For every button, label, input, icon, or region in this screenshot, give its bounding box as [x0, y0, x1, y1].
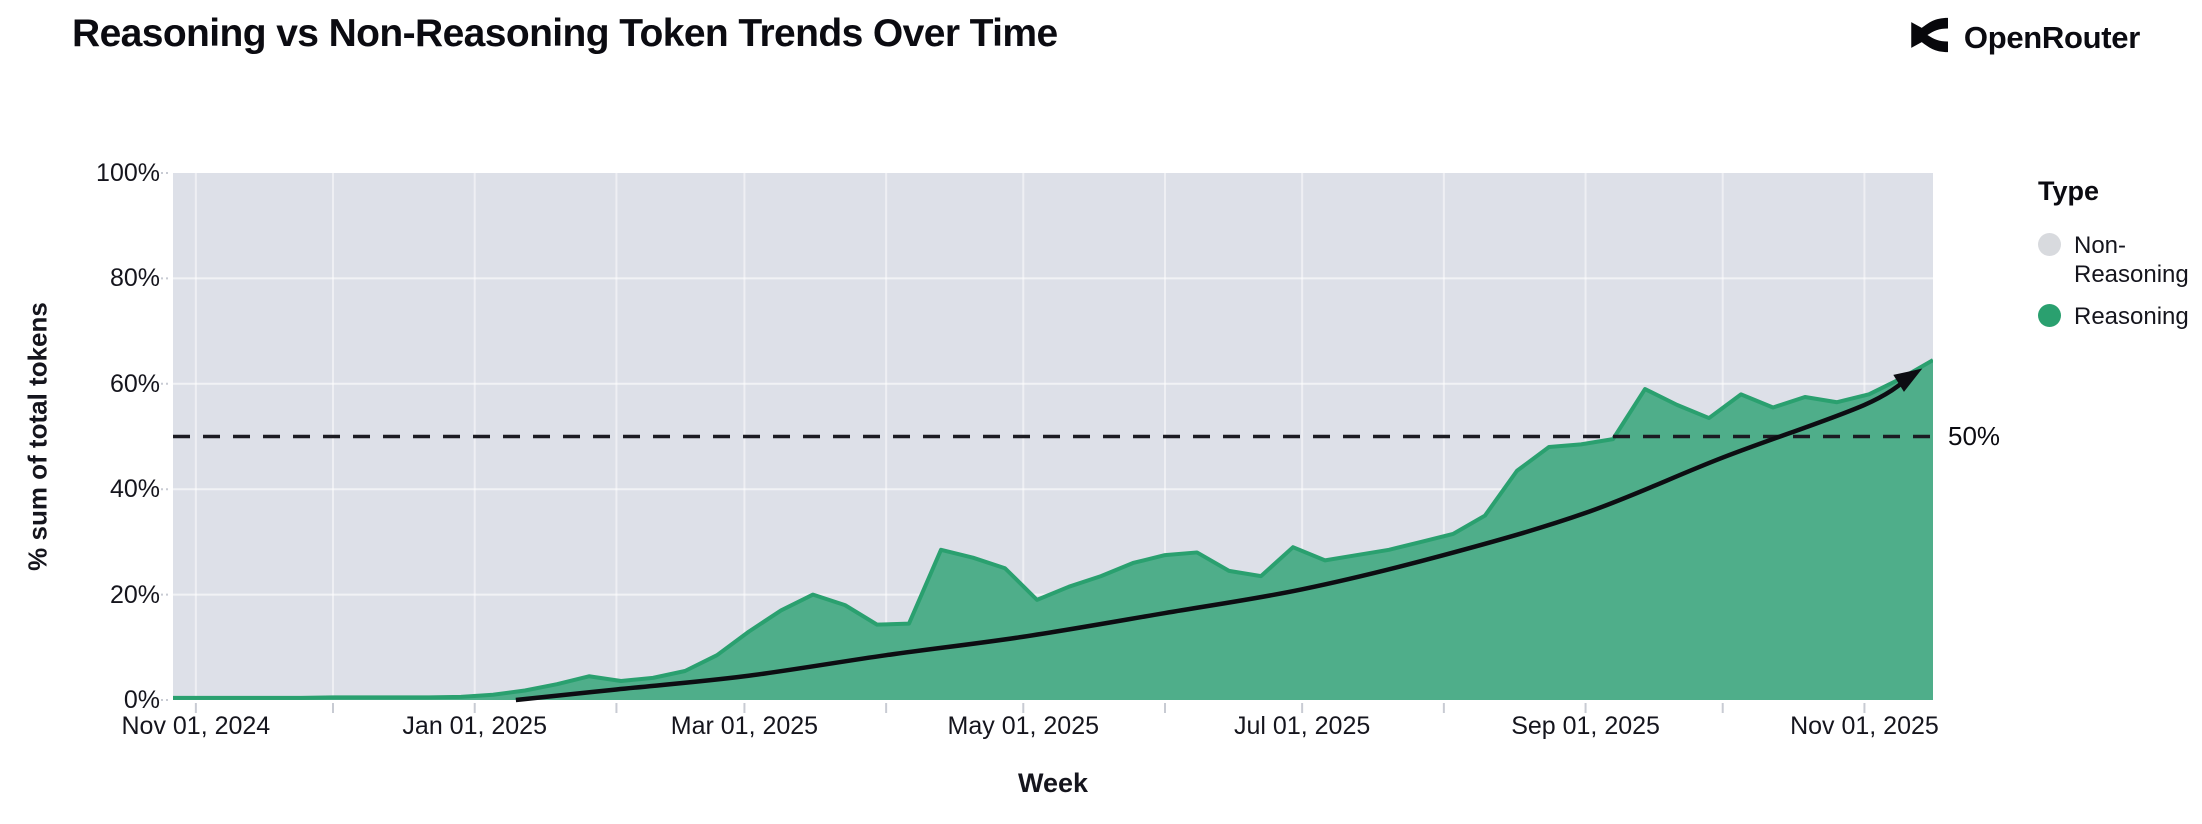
y-tick-label: 20% [109, 580, 160, 609]
brand-logo[interactable]: OpenRouter [1904, 14, 2140, 61]
y-tick-label: 100% [96, 159, 160, 187]
x-axis-title: Week [1017, 768, 1089, 798]
reasoning-area[interactable] [173, 360, 1933, 700]
trend-arrowhead-icon [1893, 368, 1923, 392]
y-tick-label: 40% [109, 475, 160, 504]
fifty-percent-annotation: 50% [1948, 420, 2001, 451]
page-title: Reasoning vs Non-Reasoning Token Trends … [72, 12, 1058, 55]
openrouter-icon [1904, 14, 1950, 61]
x-tick-label: Nov 01, 2024 [121, 712, 271, 740]
y-tick-label: 60% [109, 369, 160, 398]
reasoning-area-edge [173, 358, 1933, 700]
trend-curve [515, 371, 1916, 703]
y-axis-title: % sum of total tokens [22, 302, 53, 571]
x-tick-label: May 01, 2025 [947, 712, 1100, 740]
y-tick-label: 0% [123, 686, 160, 714]
non-reasoning-swatch-icon [2038, 233, 2061, 256]
legend-title: Type [2038, 176, 2100, 206]
legend-item-non-reasoning[interactable]: Non-Reasoning [2038, 231, 2198, 289]
x-tick-label: Nov 01, 2025 [1790, 712, 1939, 740]
y-tick-label: 80% [109, 264, 160, 293]
x-tick-label: Sep 01, 2025 [1511, 712, 1660, 740]
x-tick-label: Mar 01, 2025 [670, 712, 819, 740]
legend-item-reasoning[interactable]: Reasoning [2038, 302, 2198, 331]
brand-name: OpenRouter [1963, 19, 2140, 55]
reasoning-swatch-icon [2038, 304, 2061, 327]
legend: Type Non-Reasoning Reasoning [2038, 176, 2198, 344]
legend-item-label: Reasoning [2074, 303, 2189, 330]
x-tick-label: Jul 01, 2025 [1234, 712, 1371, 740]
x-tick-label: Jan 01, 2025 [402, 712, 547, 740]
legend-item-label: Non-Reasoning [2074, 232, 2189, 288]
